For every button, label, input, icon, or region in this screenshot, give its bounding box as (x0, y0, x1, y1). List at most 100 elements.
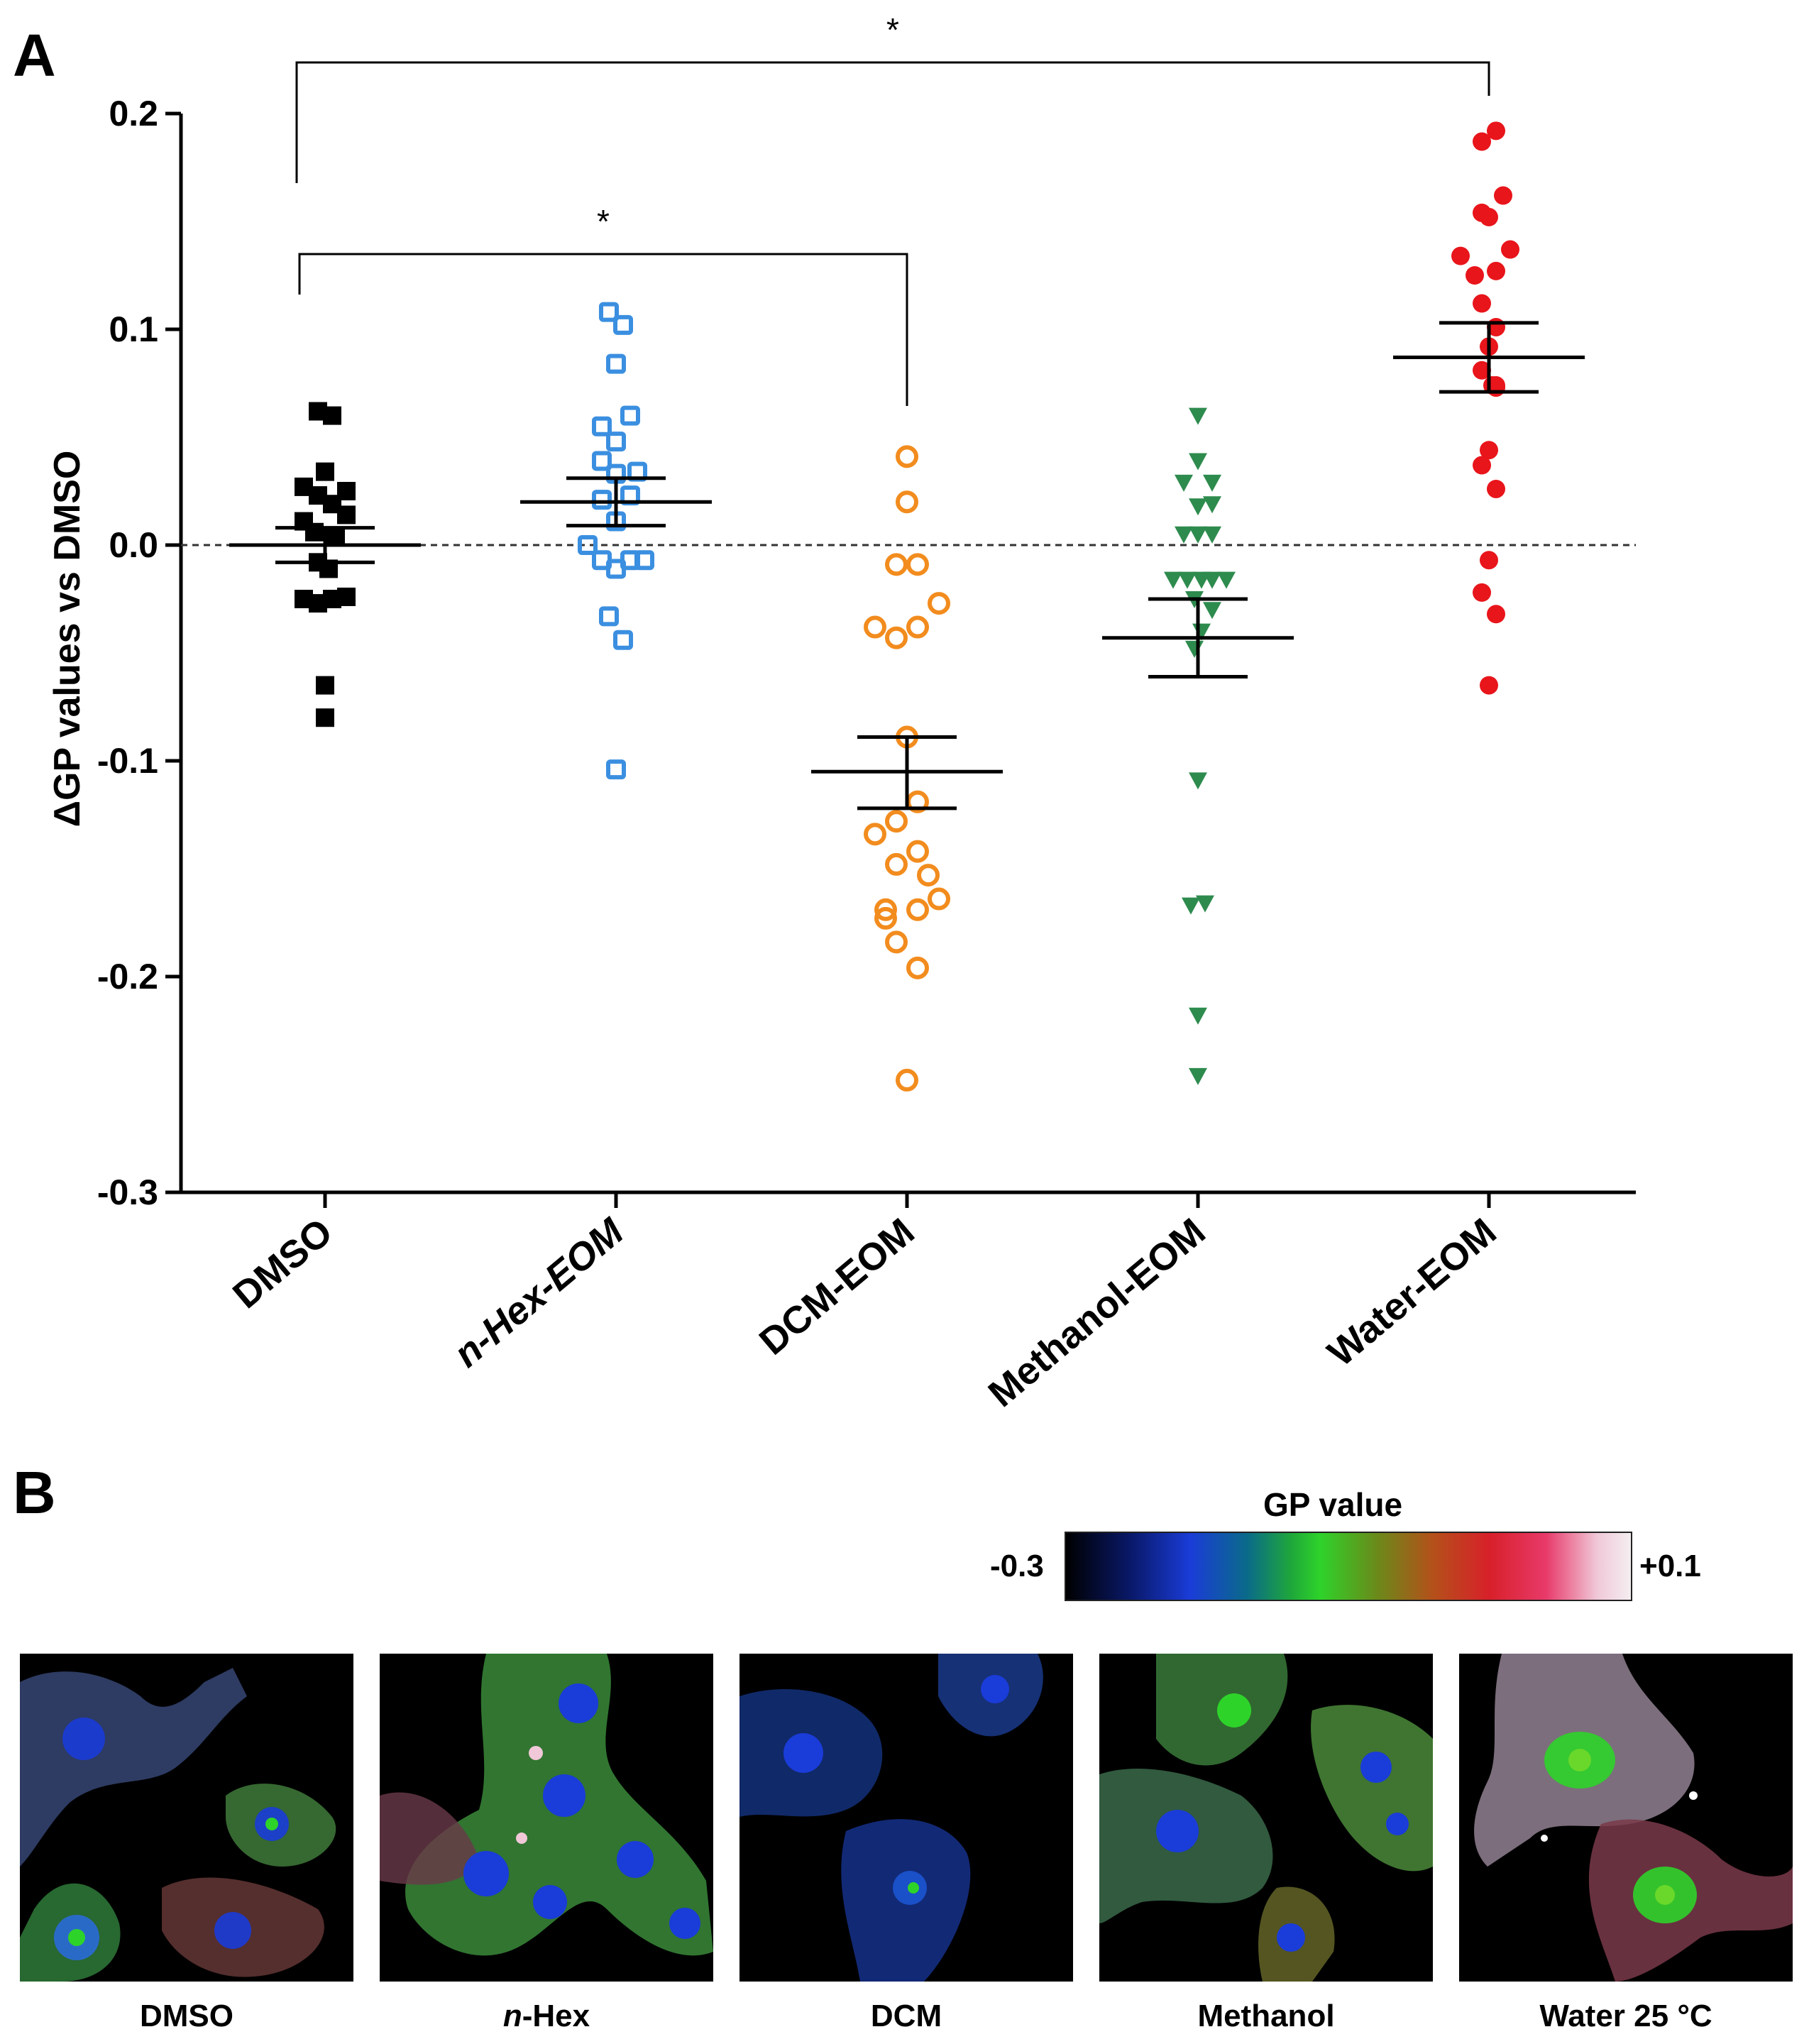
data-point (896, 1068, 918, 1092)
data-point (613, 630, 633, 650)
colorbar-min-label: -0.3 (990, 1549, 1044, 1583)
y-tick-label: 0.0 (109, 525, 158, 565)
data-point (606, 759, 626, 780)
data-point (305, 522, 324, 542)
data-point (606, 432, 626, 452)
micrograph-dmso (20, 1654, 353, 1982)
x-tick-label: Water-EOM (1320, 1210, 1505, 1375)
y-tick-label: -0.2 (97, 957, 158, 996)
significance-star: * (597, 203, 610, 240)
colorbar-title: GP value (1263, 1486, 1403, 1523)
micrograph-label-n-hex-italic: n (502, 1999, 522, 2033)
data-point (906, 553, 929, 576)
data-point (906, 840, 929, 863)
micrograph-n-hex-image (380, 1654, 713, 1982)
data-point (323, 406, 341, 425)
data-point (1203, 526, 1221, 544)
gp-colorbar (1065, 1532, 1632, 1601)
data-point (1189, 772, 1207, 790)
data-point (1203, 602, 1221, 620)
data-point (592, 416, 612, 436)
data-point (1480, 551, 1498, 570)
data-point (1501, 240, 1519, 259)
data-point (1487, 121, 1505, 141)
x-tick-label: Methanol-EOM (981, 1210, 1214, 1415)
series-dmso (229, 402, 421, 727)
significance-star: * (886, 11, 899, 48)
series-water-eom (1393, 121, 1585, 695)
data-point (1466, 266, 1484, 285)
series-dcm-eom (811, 445, 1003, 1092)
data-point (1451, 246, 1470, 265)
data-point (337, 587, 356, 606)
panel-b-label: B (13, 1459, 56, 1526)
y-axis-label: ΔGP values vs DMSO (47, 451, 88, 828)
data-point (1164, 571, 1182, 589)
y-tick-label: -0.3 (97, 1172, 158, 1212)
micrograph-dcm (739, 1654, 1073, 1982)
micrograph-methanol (1099, 1654, 1433, 1982)
data-point (316, 462, 334, 481)
data-point (885, 810, 908, 833)
data-point (599, 606, 619, 627)
data-point (326, 527, 345, 546)
micrograph-methanol-image (1099, 1654, 1433, 1982)
data-point (917, 864, 940, 887)
micrograph-water-25c (1459, 1654, 1793, 1982)
data-point (906, 956, 929, 979)
data-point (1217, 571, 1236, 589)
data-point (885, 930, 908, 954)
data-point (1473, 132, 1491, 151)
micrograph-label-water-25c: Water 25 °C (1539, 1999, 1712, 2033)
significance-bracket (295, 61, 1490, 183)
data-point (1189, 1007, 1207, 1025)
series-methanol-eom (1102, 407, 1294, 1085)
significance-bracket (298, 253, 908, 406)
data-point (592, 451, 612, 471)
data-point (1185, 640, 1204, 658)
micrograph-label-n-hex-rest: -Hex (522, 1999, 590, 2033)
data-point (928, 887, 950, 911)
data-point (1473, 294, 1491, 313)
micrograph-n-hex (380, 1654, 713, 1982)
x-tick-label: n-Hex-EOM (446, 1210, 632, 1376)
data-point (874, 898, 897, 921)
micrograph-dcm-image (739, 1654, 1073, 1982)
data-point (1494, 186, 1512, 205)
data-point (1480, 676, 1498, 695)
data-point (885, 852, 908, 876)
micrograph-dmso-image (20, 1654, 353, 1982)
data-point (1203, 571, 1221, 589)
data-point (1178, 571, 1197, 589)
y-tick-label: 0.2 (109, 94, 158, 133)
data-point (885, 553, 908, 576)
data-point (1175, 474, 1193, 492)
data-point (864, 823, 886, 846)
data-point (1189, 498, 1207, 516)
panel-a-label: A (13, 22, 56, 89)
data-point (885, 626, 908, 649)
series-n-hex-eom (520, 302, 712, 780)
x-tick-label: DCM-EOM (752, 1210, 923, 1363)
data-point (1487, 605, 1505, 624)
data-point (316, 708, 334, 727)
data-point (1203, 474, 1221, 492)
data-point (928, 592, 950, 615)
data-point (874, 906, 897, 930)
y-tick-label: -0.1 (97, 741, 158, 781)
x-tick-label: DMSO (225, 1210, 341, 1317)
micrograph-label-n-hex: n-Hex (380, 1999, 713, 2034)
data-point (599, 302, 619, 322)
data-point (337, 505, 356, 524)
data-point (1203, 496, 1221, 514)
data-point (613, 314, 633, 335)
micrograph-label-dmso: DMSO (140, 1999, 233, 2033)
data-point (1175, 526, 1193, 544)
data-point (578, 535, 598, 555)
data-point (606, 353, 626, 374)
data-point (1189, 1067, 1207, 1085)
colorbar-max-label: +0.1 (1639, 1549, 1701, 1583)
data-point (1189, 526, 1207, 544)
micrograph-water-25c-image (1459, 1654, 1793, 1982)
